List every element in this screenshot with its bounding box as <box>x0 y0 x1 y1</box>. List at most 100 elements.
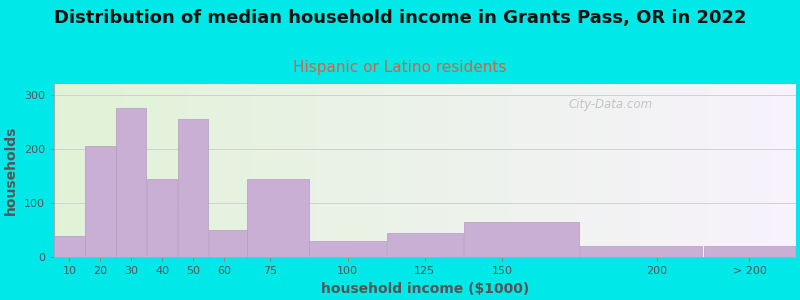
Bar <box>547 84 551 257</box>
Bar <box>722 84 726 257</box>
Bar <box>706 84 710 257</box>
X-axis label: household income ($1000): household income ($1000) <box>321 282 529 296</box>
Bar <box>425 84 429 257</box>
Bar <box>366 84 370 257</box>
Bar <box>443 84 447 257</box>
Bar <box>347 84 350 257</box>
Bar <box>466 84 470 257</box>
Bar <box>402 84 406 257</box>
Bar <box>421 84 425 257</box>
Bar <box>785 84 789 257</box>
Bar <box>551 84 554 257</box>
Bar <box>228 84 232 257</box>
Bar <box>792 84 796 257</box>
Bar <box>580 246 702 257</box>
Bar <box>518 84 522 257</box>
Bar <box>310 84 314 257</box>
Bar <box>410 84 414 257</box>
Bar <box>146 179 178 257</box>
Bar <box>325 84 328 257</box>
Bar <box>310 241 386 257</box>
Bar <box>737 84 740 257</box>
Bar <box>462 84 466 257</box>
Bar <box>54 84 58 257</box>
Bar <box>117 84 121 257</box>
Bar <box>258 84 262 257</box>
Bar <box>481 84 484 257</box>
Bar <box>740 84 744 257</box>
Bar <box>62 84 65 257</box>
Bar <box>65 84 69 257</box>
Bar <box>87 84 91 257</box>
Bar <box>699 84 703 257</box>
Bar <box>499 84 502 257</box>
Bar <box>110 84 114 257</box>
Bar <box>766 84 770 257</box>
Bar <box>688 84 692 257</box>
Bar <box>391 84 395 257</box>
Bar <box>484 84 488 257</box>
Bar <box>755 84 758 257</box>
Bar <box>581 84 584 257</box>
Bar <box>362 84 366 257</box>
Bar <box>373 84 377 257</box>
Bar <box>440 84 443 257</box>
Bar <box>246 84 250 257</box>
Bar <box>473 84 477 257</box>
Bar <box>162 84 165 257</box>
Bar <box>154 84 158 257</box>
Bar <box>610 84 614 257</box>
Bar <box>195 84 198 257</box>
Bar <box>239 84 243 257</box>
Bar <box>510 84 514 257</box>
Bar <box>198 84 202 257</box>
Bar <box>418 84 421 257</box>
Bar <box>502 84 506 257</box>
Bar <box>121 84 124 257</box>
Bar <box>618 84 622 257</box>
Bar <box>506 84 510 257</box>
Bar <box>778 84 781 257</box>
Bar <box>321 84 325 257</box>
Bar <box>298 84 302 257</box>
Bar <box>454 84 458 257</box>
Bar <box>269 84 273 257</box>
Bar <box>562 84 566 257</box>
Bar <box>343 84 347 257</box>
Bar <box>173 84 176 257</box>
Bar <box>158 84 162 257</box>
Bar <box>128 84 132 257</box>
Bar <box>674 84 677 257</box>
Bar <box>770 84 774 257</box>
Bar <box>718 84 722 257</box>
Bar <box>380 84 384 257</box>
Bar <box>529 84 533 257</box>
Bar <box>658 84 662 257</box>
Bar <box>577 84 581 257</box>
Bar <box>751 84 755 257</box>
Bar <box>388 84 391 257</box>
Bar <box>217 84 221 257</box>
Bar <box>574 84 577 257</box>
Bar <box>291 84 295 257</box>
Bar <box>692 84 696 257</box>
Bar <box>606 84 610 257</box>
Text: Hispanic or Latino residents: Hispanic or Latino residents <box>294 60 506 75</box>
Bar <box>247 179 309 257</box>
Bar <box>236 84 239 257</box>
Bar <box>58 84 62 257</box>
Bar <box>80 84 83 257</box>
Bar <box>191 84 195 257</box>
Bar <box>592 84 595 257</box>
Bar <box>677 84 681 257</box>
Bar <box>774 84 778 257</box>
Bar <box>710 84 714 257</box>
Bar <box>726 84 729 257</box>
Bar <box>262 84 266 257</box>
Bar <box>414 84 418 257</box>
Bar <box>332 84 336 257</box>
Bar <box>670 84 674 257</box>
Bar <box>436 84 440 257</box>
Bar <box>733 84 737 257</box>
Y-axis label: households: households <box>4 126 18 215</box>
